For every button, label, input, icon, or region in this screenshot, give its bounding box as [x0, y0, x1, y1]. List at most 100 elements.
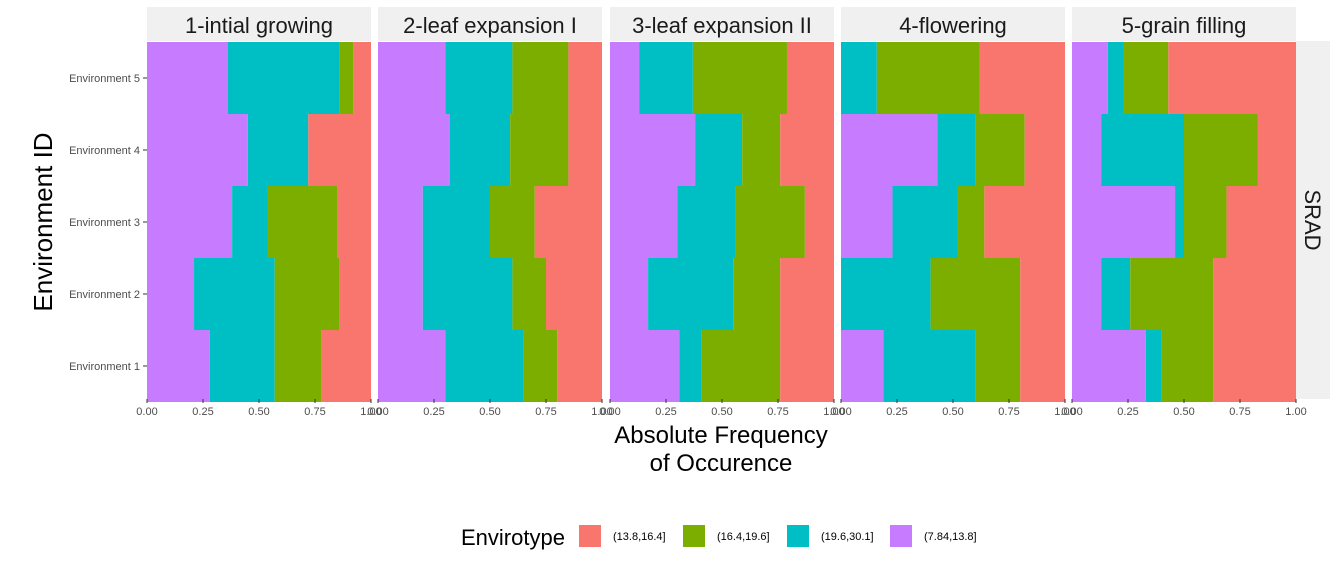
panel-title: 3-leaf expansion II [632, 13, 812, 38]
x-tick-label: 0.75 [767, 406, 788, 418]
bar-segment [546, 258, 602, 330]
panel-strip [147, 7, 371, 41]
x-tick-label: 1.00 [591, 406, 612, 418]
bar-segment [445, 330, 524, 402]
x-tick-label: 0.25 [192, 406, 213, 418]
bar-segment [147, 186, 233, 258]
legend-label: (7.84,13.8] [924, 531, 977, 543]
bar-segment [733, 258, 781, 330]
x-tick-label: 0.75 [304, 406, 325, 418]
x-tick-label: 1.00 [1054, 406, 1075, 418]
bar-segment [378, 258, 423, 330]
y-axis-title: Environment ID [28, 132, 58, 311]
legend-label: (16.4,19.6] [717, 531, 770, 543]
bar-segment [568, 42, 602, 114]
bar-segment [422, 258, 513, 330]
bar-segment [1107, 42, 1124, 114]
bar-segment [610, 258, 649, 330]
bar-segment [557, 330, 602, 402]
bar-segment [512, 42, 569, 114]
panel-strip [841, 7, 1065, 41]
bar-segment [274, 330, 322, 402]
bar-segment [1175, 186, 1184, 258]
bar-segment [339, 258, 371, 330]
y-tick-label: Environment 4 [69, 145, 140, 157]
bar-segment [445, 42, 513, 114]
panel-strip [378, 7, 602, 41]
bar-segment [804, 186, 834, 258]
bar-segment [1072, 330, 1146, 402]
x-tick-label: 0.50 [1173, 406, 1194, 418]
panel-strip [610, 7, 834, 41]
x-tick-label: 0.50 [479, 406, 500, 418]
bar-segment [937, 114, 976, 186]
y-tick-label: Environment 3 [69, 217, 140, 229]
bar-segment [1123, 42, 1169, 114]
bar-segment [337, 186, 371, 258]
legend-title: Envirotype [461, 525, 565, 550]
bar-segment [679, 330, 702, 402]
bar-segment [648, 258, 734, 330]
bar-segment [1226, 186, 1296, 258]
bar-segment [1072, 258, 1102, 330]
x-tick-label: 0.75 [535, 406, 556, 418]
y-tick-label: Environment 2 [69, 289, 140, 301]
bar-segment [610, 114, 696, 186]
bar-segment [876, 42, 980, 114]
bar-segment [1145, 330, 1162, 402]
bar-segment [378, 42, 446, 114]
bar-segment [735, 186, 805, 258]
bar-segment [232, 186, 268, 258]
legend-key [683, 525, 705, 547]
row-strip-label: SRAD [1300, 189, 1325, 250]
panel-title: 1-intial growing [185, 13, 333, 38]
bar-segment [321, 330, 371, 402]
bar-segment [780, 258, 834, 330]
bar-segment [957, 186, 985, 258]
bar-segment [883, 330, 976, 402]
bar-segment [780, 330, 834, 402]
bar-segment [378, 186, 423, 258]
bar-segment [1072, 186, 1176, 258]
bar-segment [1101, 258, 1131, 330]
x-tick-label: 0.25 [423, 406, 444, 418]
x-tick-label: 0.00 [367, 406, 388, 418]
x-tick-label: 0.75 [1229, 406, 1250, 418]
bar-segment [534, 186, 602, 258]
bar-segment [786, 42, 834, 114]
bar-segment [975, 114, 1025, 186]
bar-segment [1024, 114, 1065, 186]
panel-title: 5-grain filling [1122, 13, 1247, 38]
bar-segment [701, 330, 781, 402]
bar-segment [490, 186, 535, 258]
bar-segment [147, 114, 248, 186]
bar-segment [247, 114, 309, 186]
y-tick-label: Environment 5 [69, 73, 140, 85]
bar-segment [1020, 258, 1065, 330]
x-tick-label: 1.00 [360, 406, 381, 418]
x-tick-label: 0.25 [655, 406, 676, 418]
x-tick-label: 0.00 [599, 406, 620, 418]
bar-segment [308, 114, 371, 186]
y-tick-label: Environment 1 [69, 361, 140, 373]
bar-segment [930, 258, 1021, 330]
legend-label: (19.6,30.1] [821, 531, 874, 543]
x-tick-label: 0.75 [998, 406, 1019, 418]
bar-segment [841, 258, 931, 330]
x-tick-label: 1.00 [823, 406, 844, 418]
x-tick-label: 0.00 [136, 406, 157, 418]
bar-segment [523, 330, 558, 402]
bar-segment [1184, 186, 1227, 258]
bar-segment [841, 114, 938, 186]
legend-key [890, 525, 912, 547]
bar-segment [841, 330, 884, 402]
legend-key [579, 525, 601, 547]
x-tick-label: 0.00 [830, 406, 851, 418]
bar-segment [1184, 114, 1258, 186]
bar-segment [780, 114, 834, 186]
x-tick-label: 0.25 [886, 406, 907, 418]
bar-segment [892, 186, 958, 258]
bar-segment [227, 42, 340, 114]
x-axis-title-line: of Occurence [650, 450, 793, 477]
bar-segment [984, 186, 1065, 258]
